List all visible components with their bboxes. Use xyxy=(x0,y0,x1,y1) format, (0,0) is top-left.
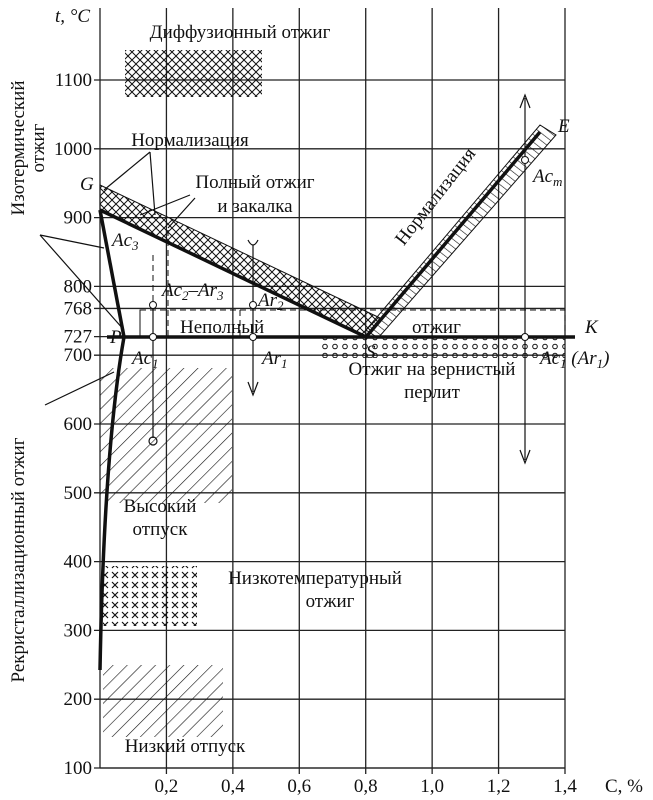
label: Полный отжиг xyxy=(195,172,314,193)
diffusion-region xyxy=(125,50,262,97)
critical-label: Ac1 (Ar1) xyxy=(538,348,609,371)
label: Неполный xyxy=(180,317,264,338)
x-tick-label: 1,4 xyxy=(553,776,577,797)
point-label: P xyxy=(109,327,122,348)
marker xyxy=(521,156,529,164)
x-tick-label: 1,0 xyxy=(420,776,444,797)
label: и закалка xyxy=(217,196,293,217)
y-axis-label: t, °C xyxy=(55,6,90,27)
y-tick-label: 727 xyxy=(64,327,93,348)
point-label: E xyxy=(557,116,570,137)
label: перлит xyxy=(404,382,461,403)
y-tick-label: 100 xyxy=(64,758,93,779)
pq-line xyxy=(98,336,126,671)
x-tick-label: 0,4 xyxy=(221,776,245,797)
label: Низкотемпературный xyxy=(228,568,402,589)
x-tick-label: 0,8 xyxy=(354,776,378,797)
label: Нормализация xyxy=(131,130,249,151)
critical-label: Acm xyxy=(531,166,562,189)
label: отпуск xyxy=(133,519,189,540)
marker xyxy=(149,301,157,309)
y-tick-label: 200 xyxy=(64,689,93,710)
y-tick-label: 600 xyxy=(64,414,93,435)
label: Изотермический xyxy=(8,81,29,216)
arrow xyxy=(247,245,259,397)
marker xyxy=(249,333,257,341)
y-tick-label: 400 xyxy=(64,552,93,573)
spheroidizing-region xyxy=(318,338,565,358)
dashed-guides xyxy=(139,230,241,337)
critical-label: Ac3 xyxy=(110,230,139,253)
critical-label: Ar1 xyxy=(260,348,288,371)
x-axis-label: С, % xyxy=(605,776,643,797)
y-tick-label: 500 xyxy=(64,483,93,504)
critical-label: Ac1 xyxy=(130,348,159,371)
x-tick-label: 0,6 xyxy=(287,776,311,797)
label: Рекристаллизационный отжиг xyxy=(8,437,29,682)
y-tick-label: 768 xyxy=(64,298,93,319)
marker xyxy=(249,301,257,309)
point-label: K xyxy=(584,317,599,338)
label: Низкий отпуск xyxy=(125,736,246,757)
y-tick-label: 300 xyxy=(64,620,93,641)
x-tick-label: 0,2 xyxy=(155,776,179,797)
point-label: S xyxy=(366,342,376,363)
x-tick-label: 1,2 xyxy=(487,776,511,797)
marker xyxy=(148,436,158,446)
low-temp-anneal-region xyxy=(103,566,197,626)
marker xyxy=(247,239,259,246)
label: отжиг xyxy=(306,591,355,612)
marker xyxy=(521,333,529,341)
label: отжиг xyxy=(412,317,461,338)
label: Диффузионный отжиг xyxy=(150,22,331,43)
y-tick-label: 800 xyxy=(64,276,93,297)
critical-label: Ar2 xyxy=(256,290,284,313)
label: Отжиг на зернистый xyxy=(349,359,516,380)
point-label: G xyxy=(80,174,94,195)
y-tick-label: 900 xyxy=(64,208,93,229)
leader-lines xyxy=(39,151,196,406)
label: Высокий xyxy=(124,496,197,517)
y-tick-label: 1100 xyxy=(55,70,92,91)
low-temper-region xyxy=(103,665,223,737)
y-tick-label: 700 xyxy=(64,345,93,366)
label: отжиг xyxy=(28,123,49,172)
marker xyxy=(149,333,157,341)
gp-line xyxy=(98,209,126,338)
high-temper-region xyxy=(100,368,232,503)
critical-label: Ac2–Ar3 xyxy=(160,280,224,303)
y-tick-label: 1000 xyxy=(54,139,92,160)
